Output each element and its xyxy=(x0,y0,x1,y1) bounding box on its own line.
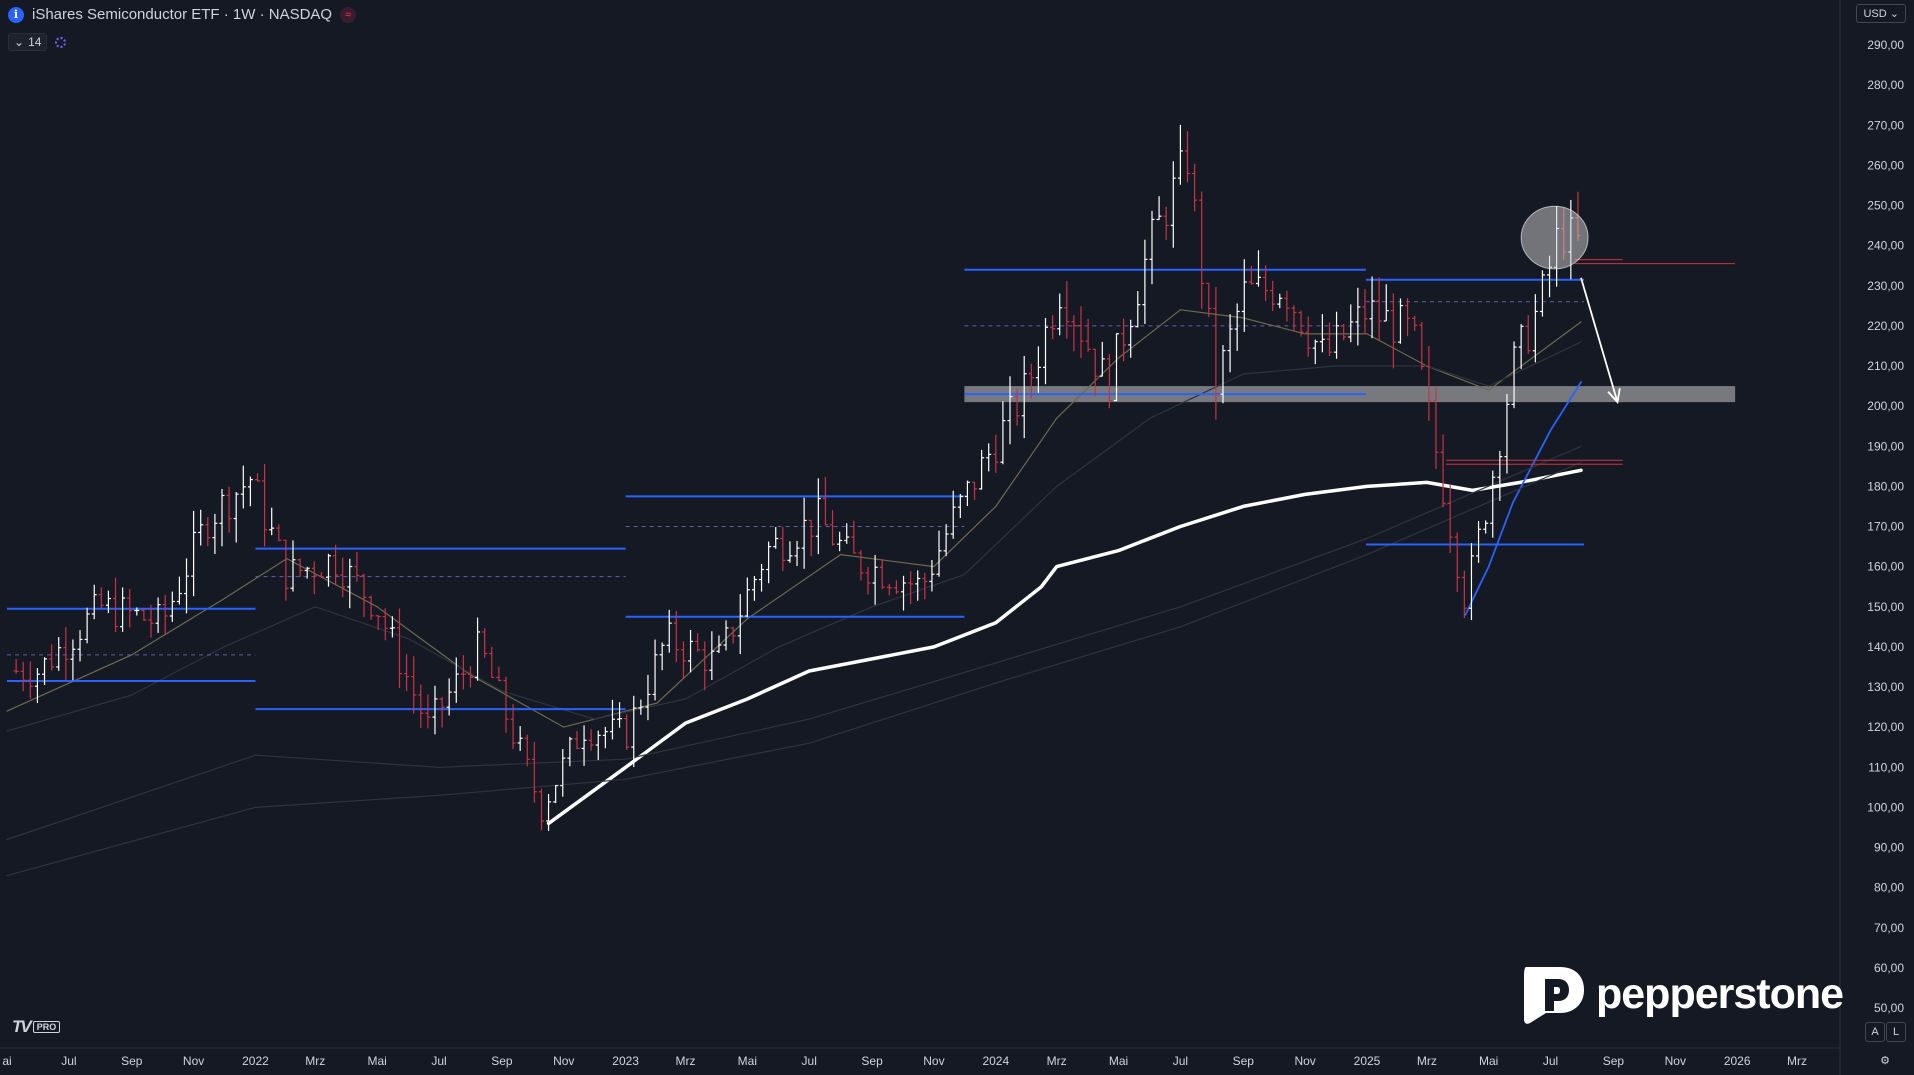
x-tick-label: Jul xyxy=(1543,1054,1558,1068)
candles-layer xyxy=(13,124,1581,831)
indicator-toolbar: ⌄ 14 xyxy=(8,33,67,51)
annotations-layer xyxy=(1520,205,1621,405)
projection-arrow xyxy=(1580,277,1619,403)
y-tick-label: 180,00 xyxy=(1867,479,1904,493)
x-tick-label: Sep xyxy=(861,1054,883,1068)
y-tick-label: 50,00 xyxy=(1874,1001,1904,1015)
currency-label: USD xyxy=(1863,8,1887,20)
indicators-toggle[interactable]: ⌄ 14 xyxy=(8,33,48,51)
tv-wordmark: TV xyxy=(12,1017,32,1036)
y-tick-label: 160,00 xyxy=(1867,560,1904,574)
time-axis[interactable]: ai Jul Sep Nov 2022 Mrz Mai Jul Sep Nov 2023 Mrz Mai… xyxy=(2,1054,1807,1068)
loading-spinner-icon xyxy=(55,36,67,48)
moving-average-6 xyxy=(6,461,1582,877)
y-tick-label: 170,00 xyxy=(1867,520,1904,534)
y-tick-label: 210,00 xyxy=(1867,359,1904,373)
x-tick-label: Mai xyxy=(367,1054,386,1068)
x-tick-label: Sep xyxy=(1603,1054,1625,1068)
x-tick-label: 2022 xyxy=(242,1054,269,1068)
projection-arrow-head xyxy=(1607,388,1621,405)
x-tick-label: Nov xyxy=(1665,1054,1686,1068)
moving-average-3 xyxy=(6,309,1582,728)
x-tick-label: Mai xyxy=(1109,1054,1128,1068)
pepperstone-wordmark: pepperstone xyxy=(1596,969,1844,1018)
x-tick-label: 2024 xyxy=(982,1054,1009,1068)
currency-selector[interactable]: USD ⌄ xyxy=(1856,4,1906,23)
moving-averages-layer xyxy=(6,309,1583,877)
y-tick-label: 220,00 xyxy=(1867,319,1904,333)
y-tick-label: 290,00 xyxy=(1867,38,1904,52)
price-axis[interactable]: 290,00 280,00 270,00 260,00 250,00 240,00 230,… xyxy=(1867,38,1904,1015)
x-tick-label: Nov xyxy=(553,1054,574,1068)
chevron-down-icon: ⌄ xyxy=(14,35,25,49)
x-tick-label: Mrz xyxy=(1047,1054,1067,1068)
y-tick-label: 250,00 xyxy=(1867,199,1904,213)
moving-average-2 xyxy=(1464,381,1582,616)
x-tick-label: Sep xyxy=(121,1054,143,1068)
y-tick-label: 150,00 xyxy=(1867,600,1904,614)
x-tick-label: Mrz xyxy=(675,1054,695,1068)
y-tick-label: 100,00 xyxy=(1867,800,1904,814)
y-tick-label: 270,00 xyxy=(1867,118,1904,132)
y-tick-label: 200,00 xyxy=(1867,399,1904,413)
y-tick-label: 280,00 xyxy=(1867,78,1904,92)
auto-scale-button[interactable]: A xyxy=(1865,1022,1885,1042)
moving-average-4 xyxy=(6,341,1582,732)
x-tick-label: Mai xyxy=(1479,1054,1498,1068)
y-tick-label: 80,00 xyxy=(1874,881,1904,895)
tradingview-logo[interactable]: TV PRO xyxy=(12,1017,61,1037)
y-tick-label: 260,00 xyxy=(1867,158,1904,172)
x-tick-label: Mai xyxy=(738,1054,757,1068)
y-tick-label: 230,00 xyxy=(1867,279,1904,293)
x-tick-label: Mrz xyxy=(305,1054,325,1068)
x-tick-label: Jul xyxy=(1173,1054,1188,1068)
y-tick-label: 110,00 xyxy=(1868,760,1904,774)
x-tick-label: 2025 xyxy=(1354,1054,1381,1068)
symbol-title[interactable]: iShares Semiconductor ETF · 1W · NASDAQ xyxy=(32,6,333,23)
x-tick-label: Mrz xyxy=(1787,1054,1807,1068)
y-tick-label: 60,00 xyxy=(1874,961,1904,975)
x-tick-label: 2023 xyxy=(612,1054,639,1068)
y-tick-label: 190,00 xyxy=(1867,439,1904,453)
pro-badge: PRO xyxy=(32,1021,61,1033)
x-tick-label: Jul xyxy=(802,1054,817,1068)
levels-layer xyxy=(7,259,1736,711)
pepperstone-logo: pepperstone xyxy=(1518,963,1844,1025)
y-tick-label: 70,00 xyxy=(1874,921,1904,935)
symbol-header[interactable]: i iShares Semiconductor ETF · 1W · NASDA… xyxy=(8,6,357,23)
x-tick-label: Nov xyxy=(1294,1054,1315,1068)
moving-average-5 xyxy=(6,445,1582,841)
x-tick-label: Sep xyxy=(491,1054,513,1068)
x-tick-label: Mrz xyxy=(1417,1054,1437,1068)
data-status-icon[interactable]: ≈ xyxy=(340,6,357,23)
x-tick-label: Sep xyxy=(1233,1054,1255,1068)
indicator-count: 14 xyxy=(28,35,42,49)
x-tick-label: ai xyxy=(2,1054,11,1068)
chevron-down-icon: ⌄ xyxy=(1889,8,1899,20)
x-tick-label: Nov xyxy=(183,1054,204,1068)
x-tick-label: Jul xyxy=(61,1054,76,1068)
x-tick-label: Nov xyxy=(923,1054,944,1068)
x-tick-label: Jul xyxy=(431,1054,446,1068)
settings-gear-icon[interactable]: ⚙ xyxy=(1876,1051,1894,1069)
info-icon[interactable]: i xyxy=(8,6,24,23)
y-tick-label: 120,00 xyxy=(1867,720,1904,734)
y-tick-label: 240,00 xyxy=(1867,239,1904,253)
pepperstone-mark-icon xyxy=(1524,967,1584,1024)
y-tick-label: 140,00 xyxy=(1867,640,1904,654)
y-tick-label: 130,00 xyxy=(1867,680,1904,694)
log-scale-button[interactable]: L xyxy=(1886,1022,1906,1042)
moving-average-1 xyxy=(546,468,1583,826)
x-tick-label: 2026 xyxy=(1724,1054,1751,1068)
highlight-ellipse xyxy=(1520,205,1589,270)
y-tick-label: 90,00 xyxy=(1874,841,1904,855)
